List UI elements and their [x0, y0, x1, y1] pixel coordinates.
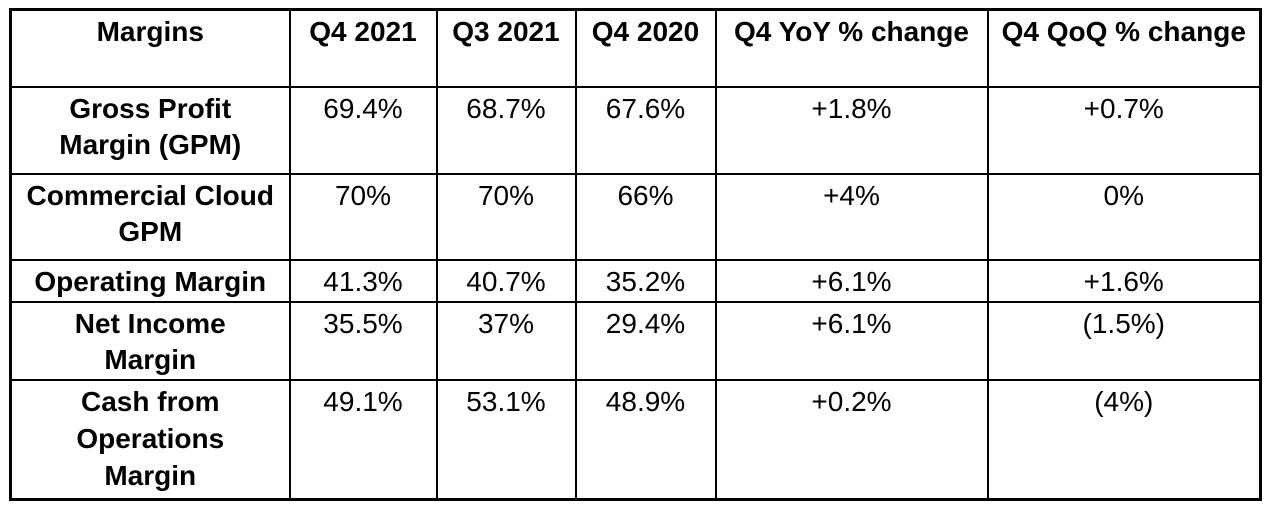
table-row-net-income-margin: Net Income Margin 35.5% 37% 29.4% +6.1% … — [9, 300, 1262, 382]
table-cell: 0% — [986, 172, 1262, 261]
table-row-gross-profit-margin: Gross Profit Margin (GPM) 69.4% 68.7% 67… — [9, 85, 1262, 175]
table-cell: +1.6% — [986, 258, 1262, 303]
table-cell: 41.3% — [288, 258, 438, 303]
table-cell: (4%) — [986, 379, 1262, 501]
row-label: Commercial Cloud GPM — [9, 172, 291, 261]
table-cell: 68.7% — [435, 85, 577, 175]
table-cell: 35.5% — [288, 300, 438, 382]
table-cell: 67.6% — [574, 85, 717, 175]
margins-table: Margins Q4 2021 Q3 2021 Q4 2020 Q4 YoY %… — [9, 8, 1262, 501]
table-cell: +6.1% — [714, 258, 989, 303]
table-cell: 70% — [435, 172, 577, 261]
table-cell: 70% — [288, 172, 438, 261]
header-row: Margins Q4 2021 Q3 2021 Q4 2020 Q4 YoY %… — [9, 8, 1262, 88]
table-row-commercial-cloud-gpm: Commercial Cloud GPM 70% 70% 66% +4% 0% — [9, 172, 1262, 261]
table-cell: +0.7% — [986, 85, 1262, 175]
column-header-qoq-change: Q4 QoQ % change — [986, 8, 1262, 88]
row-label: Net Income Margin — [9, 300, 291, 382]
column-header-q4-2021: Q4 2021 — [288, 8, 438, 88]
column-header-q3-2021: Q3 2021 — [435, 8, 577, 88]
column-header-margins: Margins — [9, 8, 291, 88]
table-cell: (1.5%) — [986, 300, 1262, 382]
table-cell: 35.2% — [574, 258, 717, 303]
table-cell: +4% — [714, 172, 989, 261]
table-cell: 48.9% — [574, 379, 717, 501]
table-cell: 66% — [574, 172, 717, 261]
row-label: Cash from Operations Margin — [9, 379, 291, 501]
table-cell: +1.8% — [714, 85, 989, 175]
row-label: Operating Margin — [9, 258, 291, 303]
table-cell: +6.1% — [714, 300, 989, 382]
table-cell: 69.4% — [288, 85, 438, 175]
table-cell: 40.7% — [435, 258, 577, 303]
table-cell: 29.4% — [574, 300, 717, 382]
table-cell: 37% — [435, 300, 577, 382]
column-header-yoy-change: Q4 YoY % change — [714, 8, 989, 88]
row-label: Gross Profit Margin (GPM) — [9, 85, 291, 175]
table-cell: +0.2% — [714, 379, 989, 501]
table-row-cash-from-operations-margin: Cash from Operations Margin 49.1% 53.1% … — [9, 379, 1262, 501]
column-header-q4-2020: Q4 2020 — [574, 8, 717, 88]
table-cell: 49.1% — [288, 379, 438, 501]
table-row-operating-margin: Operating Margin 41.3% 40.7% 35.2% +6.1%… — [9, 258, 1262, 303]
table-cell: 53.1% — [435, 379, 577, 501]
